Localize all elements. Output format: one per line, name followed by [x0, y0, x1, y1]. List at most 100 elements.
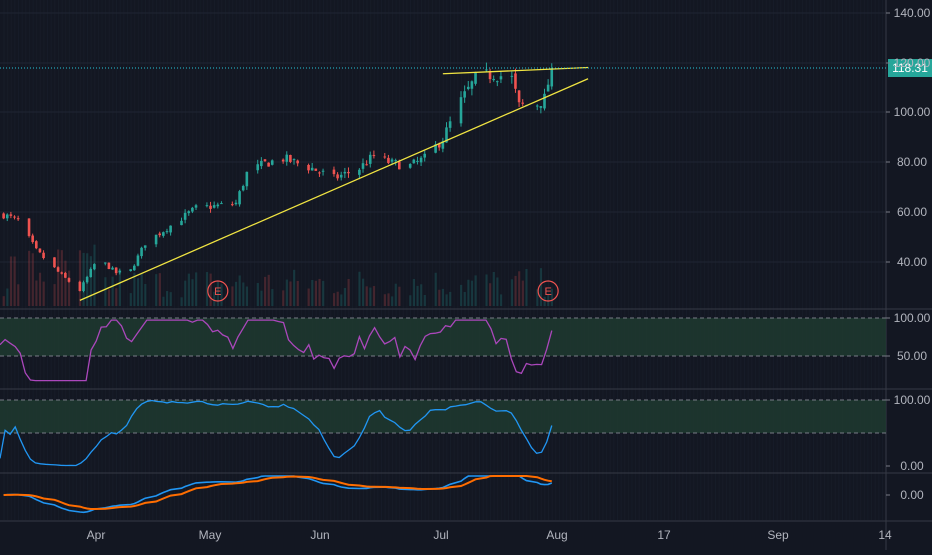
candle	[372, 150, 376, 159]
candle	[212, 201, 216, 209]
volume-bar	[89, 256, 92, 306]
volume-bar	[129, 293, 132, 306]
volume-bar	[220, 284, 223, 306]
y-axis-tick-label: 0.00	[900, 488, 924, 502]
rsi-band	[0, 318, 886, 356]
volume-bar	[216, 281, 219, 306]
y-axis-tick-label: 60.00	[897, 205, 927, 219]
candle	[289, 154, 292, 164]
candle	[535, 104, 539, 111]
candle	[180, 217, 183, 226]
candle-body	[336, 174, 339, 179]
volume-bar	[489, 283, 492, 306]
candle-body	[165, 231, 169, 233]
volume-bar	[35, 280, 38, 306]
volume-bar	[60, 250, 63, 306]
candle	[521, 99, 525, 107]
candle	[140, 246, 143, 259]
volume-bar	[184, 280, 187, 306]
volume-bar	[369, 287, 372, 306]
candle-body	[539, 106, 543, 108]
y-axis-tick-label: 100.00	[894, 105, 931, 119]
volume-bar	[144, 283, 147, 306]
volume-bar	[115, 288, 118, 306]
volume-bar	[136, 278, 140, 306]
candle-body	[307, 164, 310, 171]
volume-bar	[158, 273, 161, 306]
candle	[111, 266, 114, 270]
x-axis-tick-label: May	[199, 528, 222, 542]
earnings-marker[interactable]: E	[207, 280, 229, 302]
candle-body	[78, 281, 82, 291]
candle-body	[343, 171, 347, 174]
candle-body	[231, 204, 234, 206]
candle	[419, 156, 423, 167]
volume-bar	[496, 277, 499, 306]
volume-bar	[289, 281, 292, 306]
volume-bar	[82, 252, 85, 306]
earnings-marker[interactable]: E	[537, 280, 559, 302]
candle-body	[60, 272, 64, 274]
volume-bar	[510, 279, 514, 306]
candle	[82, 280, 85, 293]
candle	[93, 263, 96, 271]
candle-body	[103, 262, 107, 264]
candle	[550, 63, 554, 90]
volume-bar	[93, 244, 96, 306]
volume-bar	[6, 288, 9, 306]
candle-body	[365, 164, 368, 166]
volume-bar	[470, 280, 474, 306]
candle	[133, 264, 136, 271]
candle-body	[361, 163, 365, 169]
candle-body	[499, 76, 503, 80]
earnings-marker-label: E	[214, 286, 221, 298]
volume-bar	[57, 249, 60, 306]
candle-body	[56, 267, 60, 272]
candle	[336, 172, 339, 181]
candle	[241, 184, 245, 192]
candle-body	[187, 211, 191, 214]
volume-bar	[539, 268, 543, 306]
volume-bar	[463, 292, 466, 306]
volume-bar	[293, 269, 296, 306]
candle	[546, 79, 550, 92]
volume-bar	[525, 268, 528, 306]
volume-bar	[31, 253, 34, 306]
candle	[114, 267, 118, 276]
candle	[158, 231, 162, 238]
volume-bar	[260, 290, 263, 306]
candle	[220, 201, 223, 205]
volume-bar	[550, 288, 553, 306]
trendline-support[interactable]	[79, 78, 589, 301]
candle-body	[263, 159, 267, 162]
candle-body	[347, 171, 350, 174]
trendline-resistance[interactable]	[442, 66, 589, 75]
candle	[499, 70, 503, 84]
x-axis-tick-label: Apr	[87, 528, 106, 542]
candle	[368, 151, 372, 168]
candle	[31, 233, 34, 244]
volume-bar	[209, 273, 212, 306]
volume-bar	[67, 270, 71, 306]
volume-bar	[13, 256, 16, 306]
x-axis-tick-label: 14	[878, 528, 892, 542]
candle-body	[517, 90, 521, 103]
candle	[118, 268, 122, 275]
candle	[60, 271, 64, 275]
candle-body	[136, 255, 140, 266]
candle-body	[209, 205, 212, 209]
candle	[9, 211, 13, 219]
volume-bar	[180, 297, 183, 306]
volume-bar	[191, 279, 194, 306]
candle	[423, 150, 427, 162]
candle-body	[445, 127, 448, 143]
candle	[183, 209, 187, 224]
candle-body	[234, 202, 238, 205]
volume-bar	[474, 275, 477, 306]
candle	[441, 137, 445, 153]
volume-bar	[104, 277, 107, 306]
candle-body	[474, 72, 477, 84]
candle-body	[38, 248, 42, 253]
